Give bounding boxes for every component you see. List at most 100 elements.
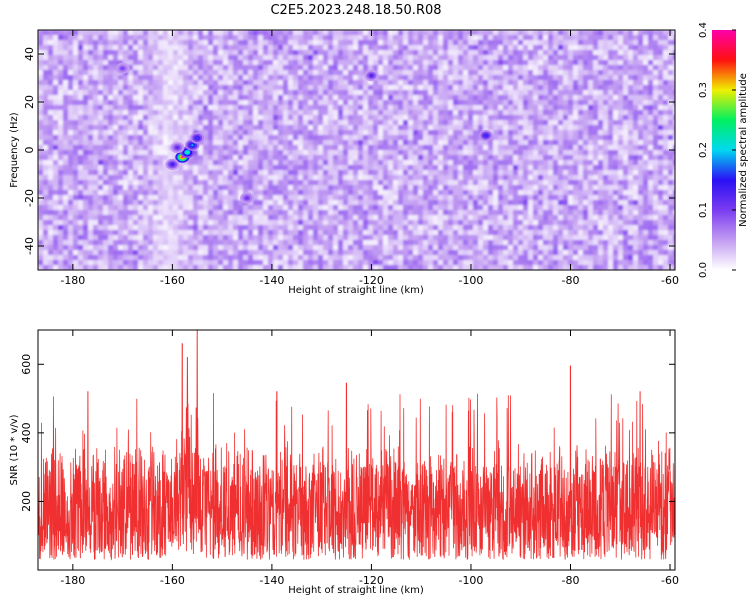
heatmap-cell	[228, 55, 234, 61]
heatmap-cell	[383, 80, 389, 86]
heatmap-cell	[488, 250, 494, 256]
heatmap-cell	[413, 65, 419, 71]
heatmap-cell	[373, 80, 379, 86]
heatmap-cell	[48, 30, 54, 36]
heatmap-cell	[73, 120, 79, 126]
heatmap-cell	[408, 90, 414, 96]
heatmap-cell	[258, 230, 264, 236]
heatmap-cell	[328, 30, 334, 36]
heatmap-cell	[438, 180, 444, 186]
heatmap-cell	[248, 155, 254, 161]
heatmap-cell	[533, 90, 539, 96]
heatmap-cell	[478, 100, 484, 106]
heatmap-cell	[498, 240, 504, 246]
heatmap-cell	[523, 220, 529, 226]
heatmap-cell	[203, 195, 209, 201]
heatmap-cell	[118, 100, 124, 106]
heatmap-cell	[213, 35, 219, 41]
heatmap-cell	[263, 245, 269, 251]
heatmap-cell	[433, 85, 439, 91]
heatmap-cell	[238, 120, 244, 126]
heatmap-cell	[418, 235, 424, 241]
heatmap-cell	[403, 105, 409, 111]
heatmap-cell	[143, 235, 149, 241]
heatmap-cell	[153, 70, 159, 76]
heatmap-cell	[403, 145, 409, 151]
heatmap-cell	[148, 235, 154, 241]
heatmap-cell	[203, 85, 209, 91]
heatmap-cell	[348, 260, 354, 266]
heatmap-cell	[113, 145, 119, 151]
heatmap-cell	[333, 225, 339, 231]
heatmap-cell	[238, 30, 244, 36]
heatmap-cell	[448, 250, 454, 256]
heatmap-cell	[168, 155, 174, 161]
heatmap-cell	[288, 40, 294, 46]
heatmap-cell	[428, 45, 434, 51]
heatmap-cell	[98, 80, 104, 86]
heatmap-cell	[553, 115, 559, 121]
heatmap-cell	[263, 95, 269, 101]
heatmap-cell	[53, 210, 59, 216]
heatmap-cell	[78, 175, 84, 181]
heatmap-cell	[168, 230, 174, 236]
heatmap-cell	[453, 125, 459, 131]
heatmap-cell	[478, 235, 484, 241]
heatmap-cell	[523, 175, 529, 181]
heatmap-cell	[63, 110, 69, 116]
heatmap-cell	[318, 50, 324, 56]
heatmap-cell	[428, 220, 434, 226]
heatmap-cell	[433, 200, 439, 206]
heatmap-cell	[333, 170, 339, 176]
heatmap-cell	[88, 110, 94, 116]
heatmap-cell	[528, 105, 534, 111]
heatmap-cell	[323, 195, 329, 201]
heatmap-cell	[388, 150, 394, 156]
heatmap-cell	[148, 45, 154, 51]
heatmap-cell	[218, 30, 224, 36]
heatmap-cell	[43, 45, 49, 51]
heatmap-cell	[133, 230, 139, 236]
heatmap-cell	[393, 115, 399, 121]
heatmap-cell	[278, 100, 284, 106]
heatmap-cell	[303, 105, 309, 111]
heatmap-cell	[523, 70, 529, 76]
heatmap-cell	[243, 145, 249, 151]
heatmap-cell	[268, 255, 274, 261]
heatmap-cell	[553, 255, 559, 261]
heatmap-cell	[253, 200, 259, 206]
heatmap-cell	[213, 195, 219, 201]
heatmap-cell	[433, 265, 439, 270]
heatmap-cell	[313, 165, 319, 171]
heatmap-cell	[63, 130, 69, 136]
heatmap-cell	[508, 255, 514, 261]
heatmap-cell	[208, 125, 214, 131]
heatmap-cell	[378, 165, 384, 171]
heatmap-cell	[418, 90, 424, 96]
heatmap-cell	[503, 235, 509, 241]
heatmap-cell	[38, 265, 44, 270]
heatmap-cell	[323, 230, 329, 236]
heatmap-cell	[78, 120, 84, 126]
heatmap-cell	[133, 245, 139, 251]
heatmap-cell	[298, 50, 304, 56]
heatmap-cell	[303, 80, 309, 86]
heatmap-cell	[313, 170, 319, 176]
heatmap-cell	[228, 60, 234, 66]
heatmap-cell	[528, 200, 534, 206]
heatmap-cell	[378, 230, 384, 236]
heatmap-cell	[408, 85, 414, 91]
heatmap-cell	[263, 55, 269, 61]
heatmap-cell	[263, 195, 269, 201]
heatmap-cell	[63, 135, 69, 141]
heatmap-cell	[273, 80, 279, 86]
heatmap-cell	[293, 35, 299, 41]
heatmap-cell	[178, 220, 184, 226]
heatmap-cell	[423, 60, 429, 66]
heatmap-cell	[268, 90, 274, 96]
heatmap-cell	[528, 55, 534, 61]
heatmap-cell	[168, 210, 174, 216]
heatmap-cell	[48, 200, 54, 206]
heatmap-cell	[448, 120, 454, 126]
heatmap-cell	[283, 40, 289, 46]
